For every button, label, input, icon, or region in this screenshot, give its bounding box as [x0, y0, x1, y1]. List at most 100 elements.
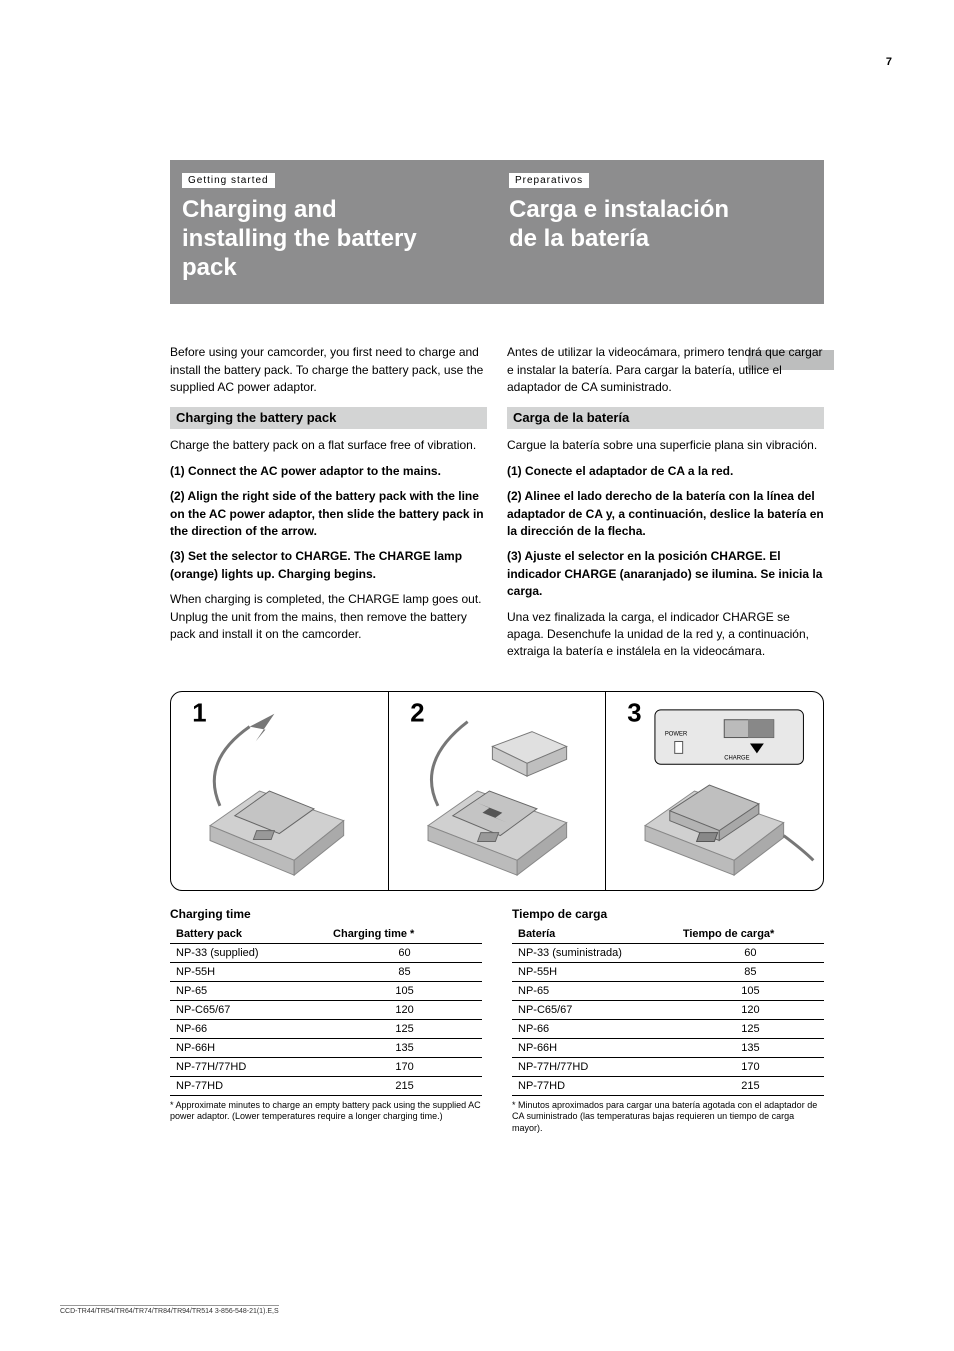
cell-time: 135: [677, 1038, 824, 1057]
step-es-1: (1) Conecte el adaptador de CA a la red.: [507, 463, 824, 480]
step-es-3: (3) Ajuste el selector en la posición CH…: [507, 548, 824, 600]
illustration-panel: 1 2: [170, 691, 824, 891]
cell-time: 215: [327, 1076, 482, 1095]
section-heading-band: Getting started Charging and installing …: [170, 160, 824, 304]
intro-en: Before using your camcorder, you first n…: [170, 344, 487, 660]
th-es-1: Tiempo de carga*: [677, 925, 824, 944]
cell-model: NP-66: [170, 1019, 327, 1038]
cell-model: NP-77H/77HD: [170, 1057, 327, 1076]
step-en-1: (1) Connect the AC power adaptor to the …: [170, 463, 487, 480]
cell-time: 170: [677, 1057, 824, 1076]
cell-time: 85: [327, 962, 482, 981]
cell-model: NP-66: [512, 1019, 677, 1038]
table-head-es: Tiempo de carga: [512, 907, 824, 921]
band-col-es: Preparativos Carga e instalación de la b…: [497, 160, 824, 304]
after-sub-en: Charge the battery pack on a flat surfac…: [170, 437, 487, 454]
intro-es: Antes de utilizar la videocámara, primer…: [507, 344, 824, 660]
table-row: NP-66H135: [512, 1038, 824, 1057]
title-en-l1: Charging and: [182, 196, 479, 225]
cell-time: 85: [677, 962, 824, 981]
table-row: NP-C65/67120: [170, 1000, 482, 1019]
table-row: NP-33 (suministrada)60: [512, 943, 824, 962]
inset-label-power: POWER: [665, 731, 688, 737]
cell-model: NP-33 (supplied): [170, 943, 327, 962]
illus-cell-3: 3 POWER CHARGE: [606, 692, 823, 890]
section-label-en: Getting started: [182, 173, 275, 188]
cell-time: 125: [677, 1019, 824, 1038]
cell-model: NP-C65/67: [512, 1000, 677, 1019]
post-en: When charging is completed, the CHARGE l…: [170, 591, 487, 643]
th-en-0: Battery pack: [170, 925, 327, 944]
after-sub-es: Cargue la batería sobre una superficie p…: [507, 437, 824, 454]
intro-es-text: Antes de utilizar la videocámara, primer…: [507, 344, 824, 396]
illus-label-1: 1: [192, 699, 206, 727]
th-es-0: Batería: [512, 925, 677, 944]
cell-model: NP-65: [512, 981, 677, 1000]
step-en-2: (2) Align the right side of the battery …: [170, 488, 487, 540]
illus-cell-2: 2: [389, 692, 607, 890]
cell-model: NP-65: [170, 981, 327, 1000]
cell-time: 135: [327, 1038, 482, 1057]
cell-model: NP-77HD: [512, 1076, 677, 1095]
cell-model: NP-33 (suministrada): [512, 943, 677, 962]
cell-model: NP-77H/77HD: [512, 1057, 677, 1076]
cell-model: NP-77HD: [170, 1076, 327, 1095]
table-row: NP-77H/77HD170: [170, 1057, 482, 1076]
post-es: Una vez finalizada la carga, el indicado…: [507, 609, 824, 661]
tables-row: Charging time Battery pack Charging time…: [170, 907, 824, 1135]
page-body: Getting started Charging and installing …: [0, 0, 954, 1135]
band-col-en: Getting started Charging and installing …: [170, 160, 497, 304]
table-en: Battery pack Charging time * NP-33 (supp…: [170, 925, 482, 1096]
illus-label-2: 2: [410, 699, 424, 727]
step-en-3: (3) Set the selector to CHARGE. The CHAR…: [170, 548, 487, 583]
cell-time: 105: [677, 981, 824, 1000]
step-es-2: (2) Alinee el lado derecho de la batería…: [507, 488, 824, 540]
title-es-l2: de la batería: [509, 225, 806, 254]
table-row: NP-77HD215: [170, 1076, 482, 1095]
section-label-es: Preparativos: [509, 173, 589, 188]
table-head-en: Charging time: [170, 907, 482, 921]
title-es-l1: Carga e instalación: [509, 196, 806, 225]
cell-model: NP-C65/67: [170, 1000, 327, 1019]
title-en-l3: pack: [182, 254, 479, 283]
illus-label-3: 3: [628, 699, 642, 727]
table-row: NP-77HD215: [512, 1076, 824, 1095]
cell-model: NP-55H: [170, 962, 327, 981]
table-row: NP-55H85: [170, 962, 482, 981]
th-en-1: Charging time *: [327, 925, 482, 944]
cell-time: 125: [327, 1019, 482, 1038]
cell-time: 120: [327, 1000, 482, 1019]
section-title-es: Carga e instalación de la batería: [509, 196, 806, 254]
cell-time: 105: [327, 981, 482, 1000]
table-row: NP-33 (supplied)60: [170, 943, 482, 962]
table-row: NP-65105: [170, 981, 482, 1000]
note-es: * Minutos aproximados para cargar una ba…: [512, 1100, 824, 1135]
illus-cell-1: 1: [171, 692, 389, 890]
table-row: NP-66H135: [170, 1038, 482, 1057]
table-row: NP-55H85: [512, 962, 824, 981]
table-row: NP-C65/67120: [512, 1000, 824, 1019]
table-row: NP-77H/77HD170: [512, 1057, 824, 1076]
cell-time: 215: [677, 1076, 824, 1095]
cell-time: 120: [677, 1000, 824, 1019]
table-en-wrap: Charging time Battery pack Charging time…: [170, 907, 482, 1135]
table-row: NP-66125: [170, 1019, 482, 1038]
footer-stamp: CCD-TR44/TR54/TR64/TR74/TR84/TR94/TR514 …: [60, 1305, 279, 1315]
title-en-l2: installing the battery: [182, 225, 479, 254]
cell-time: 60: [677, 943, 824, 962]
cell-model: NP-66H: [170, 1038, 327, 1057]
inset-label-charge: CHARGE: [725, 755, 750, 761]
table-es-wrap: Tiempo de carga Batería Tiempo de carga*…: [512, 907, 824, 1135]
note-en: * Approximate minutes to charge an empty…: [170, 1100, 482, 1123]
cell-time: 60: [327, 943, 482, 962]
cell-time: 170: [327, 1057, 482, 1076]
cell-model: NP-55H: [512, 962, 677, 981]
section-title-en: Charging and installing the battery pack: [182, 196, 479, 282]
cell-model: NP-66H: [512, 1038, 677, 1057]
subhead-es: Carga de la batería: [507, 407, 824, 430]
subhead-en: Charging the battery pack: [170, 407, 487, 430]
intro-en-text: Before using your camcorder, you first n…: [170, 344, 487, 396]
table-row: NP-66125: [512, 1019, 824, 1038]
table-row: NP-65105: [512, 981, 824, 1000]
table-es: Batería Tiempo de carga* NP-33 (suminist…: [512, 925, 824, 1096]
